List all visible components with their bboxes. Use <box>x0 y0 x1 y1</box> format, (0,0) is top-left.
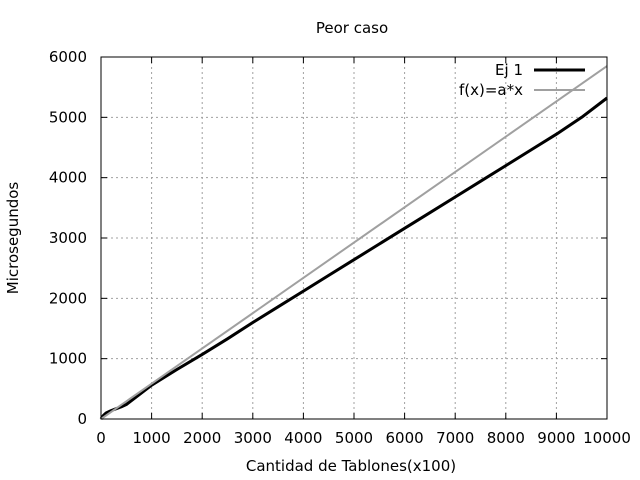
x-axis-label: Cantidad de Tablones(x100) <box>246 457 456 475</box>
x-tick-label: 3000 <box>234 429 272 447</box>
y-tick-label: 2000 <box>49 289 87 307</box>
y-tick-label: 4000 <box>49 169 87 187</box>
legend-label-1: Ej 1 <box>495 61 523 79</box>
x-tick-label: 6000 <box>386 429 424 447</box>
legend: Ej 1 f(x)=a*x <box>459 61 585 99</box>
x-tick-label: 5000 <box>335 429 373 447</box>
chart-title: Peor caso <box>316 19 388 37</box>
legend-label-2: f(x)=a*x <box>459 81 523 99</box>
x-tick-label: 2000 <box>183 429 221 447</box>
y-tick-label: 0 <box>77 410 87 428</box>
y-tick-label: 1000 <box>49 350 87 368</box>
y-tick-label: 3000 <box>49 229 87 247</box>
series-line-1 <box>99 96 608 420</box>
x-tick-label: 0 <box>96 429 106 447</box>
x-tick-label: 1000 <box>133 429 171 447</box>
x-tick-label: 8000 <box>487 429 525 447</box>
series-lines <box>99 65 608 420</box>
x-tick-label: 7000 <box>436 429 474 447</box>
y-tick-label: 5000 <box>49 108 87 126</box>
axis-ticks: 0 1000 2000 3000 4000 5000 6000 7000 8000 9000 100… <box>49 48 631 447</box>
grid-lines <box>101 57 607 419</box>
series-line-2 <box>100 65 608 420</box>
x-tick-label: 9000 <box>537 429 575 447</box>
y-tick-label: 6000 <box>49 48 87 66</box>
x-tick-label: 4000 <box>284 429 322 447</box>
y-axis-label: Microsegundos <box>4 182 22 295</box>
x-tick-label: 10000 <box>583 429 631 447</box>
